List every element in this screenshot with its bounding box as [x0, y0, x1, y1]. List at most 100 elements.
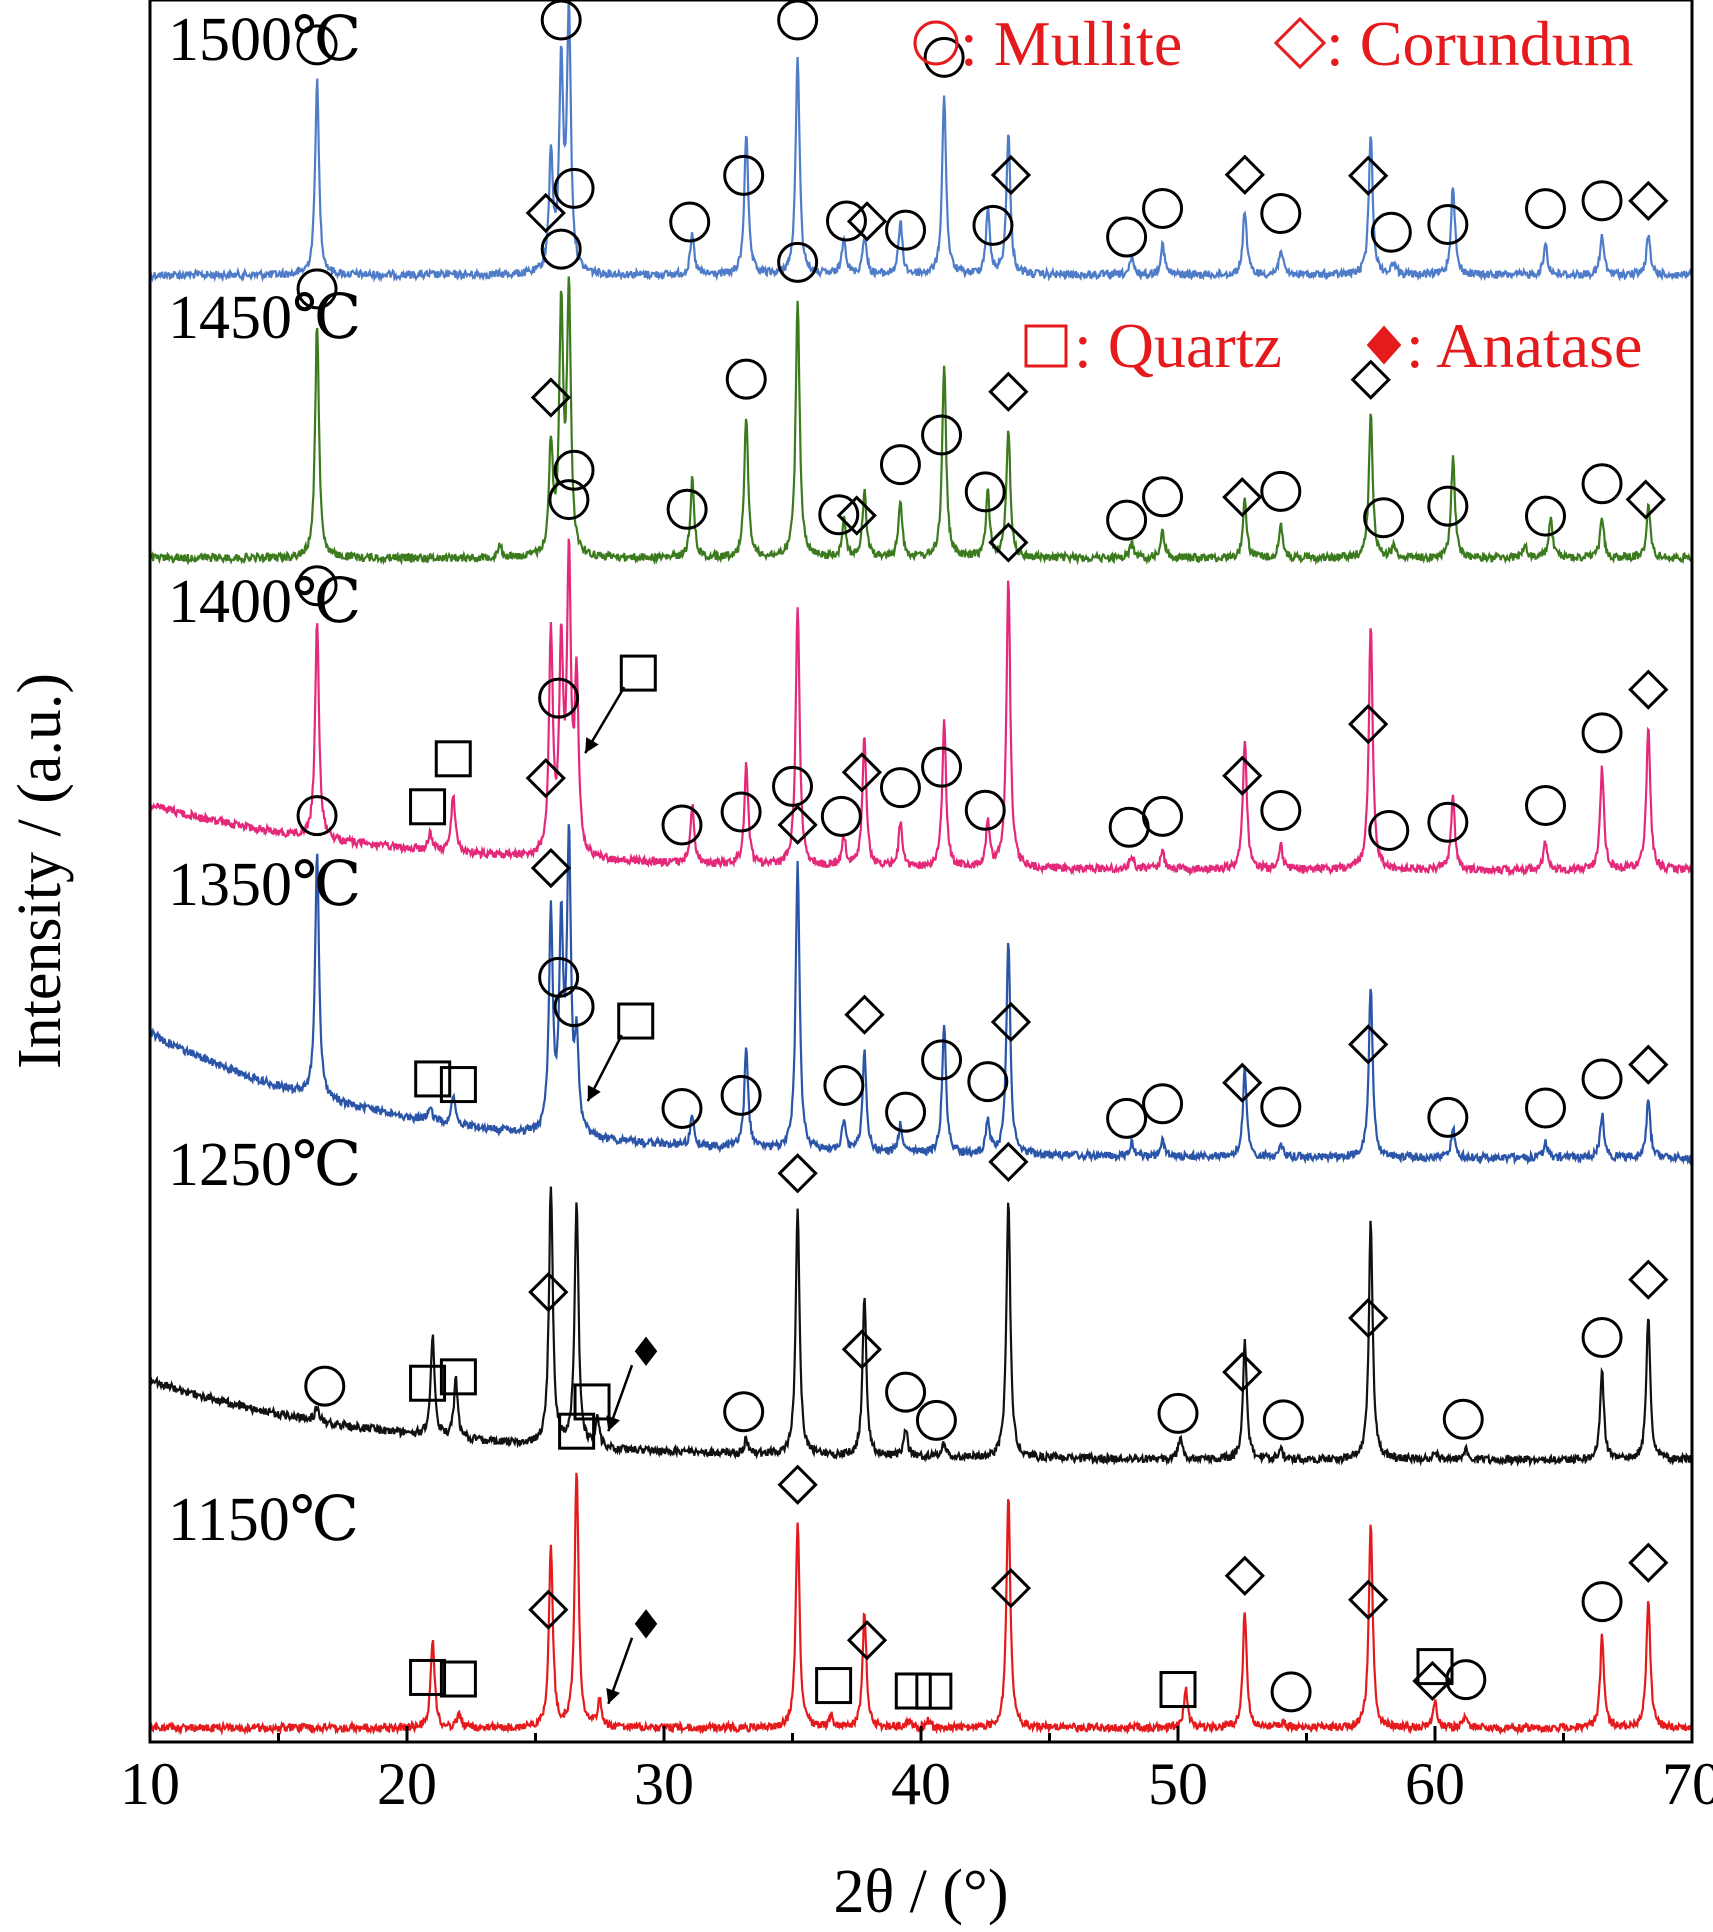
x-tick-label-6: 70 [1662, 1751, 1713, 1817]
diamond-marker-4-3 [528, 1271, 569, 1313]
temp-label-3: 1350℃ [168, 851, 361, 919]
circle-marker-2-12 [879, 767, 921, 809]
diamond-marker-3-20 [1348, 1024, 1389, 1065]
circle-marker-4-0 [304, 1365, 346, 1407]
circle-marker-3-5 [553, 986, 595, 1028]
x-tick-label-2: 30 [634, 1751, 694, 1817]
diamond-marker-1-18 [1350, 359, 1391, 400]
circle-marker-0-11 [972, 204, 1014, 246]
diamond-marker-2-15 [988, 522, 1029, 563]
square-marker-3-1 [414, 1060, 452, 1098]
diamond-marker-5-15 [1412, 1660, 1453, 1702]
x-tick-label-0: 10 [120, 1751, 180, 1817]
square-marker-4-2 [439, 1358, 477, 1396]
legend-mullite-label: : Mullite [960, 8, 1182, 79]
square-marker-5-0 [409, 1658, 447, 1696]
legend-quartz-label: : Quartz [1074, 310, 1282, 381]
circle-marker-1-4 [666, 488, 708, 530]
diamond-marker-4-15 [1348, 1297, 1389, 1339]
circle-marker-1-19 [1427, 485, 1469, 527]
circle-marker-3-13 [921, 1039, 963, 1081]
circle-marker-1-16 [1260, 470, 1302, 512]
circle-marker-0-18 [1370, 211, 1412, 253]
diamond-marker-3-11 [844, 994, 885, 1035]
circle-marker-1-0 [296, 268, 338, 310]
diamond-marker-5-12 [1224, 1555, 1265, 1596]
circle-marker-0-9 [885, 209, 927, 251]
circle-marker-0-19 [1427, 203, 1469, 245]
circle-marker-2-23 [1525, 784, 1567, 826]
diamond-marker-2-3 [525, 758, 566, 799]
series-layer [148, 0, 1693, 1736]
circle-marker-0-10 [923, 36, 965, 78]
square-marker-4-1 [409, 1364, 447, 1402]
circle-marker-3-19 [1260, 1086, 1302, 1128]
square-marker-5-11 [1159, 1671, 1197, 1709]
diamond-marker-3-24 [1628, 1044, 1669, 1085]
diamond-marker-4-8 [841, 1329, 883, 1370]
legend-square-icon [1024, 324, 1068, 368]
circle-marker-2-7 [661, 804, 703, 846]
circle-marker-3-14 [967, 1061, 1009, 1103]
circle-marker-1-14 [1142, 476, 1184, 518]
circle-marker-0-16 [1260, 193, 1302, 235]
series-line-4 [148, 1186, 1693, 1468]
diamond-marker-3-9 [777, 804, 818, 845]
x-tick-label-3: 40 [891, 1751, 951, 1817]
circle-marker-3-23 [1581, 1058, 1623, 1100]
diamond-marker-5-19 [1628, 1542, 1669, 1583]
diamond-marker-1-22 [1625, 479, 1666, 520]
diamond-marker-1-8 [836, 495, 877, 536]
circle-marker-5-13 [1270, 1671, 1312, 1713]
circle-marker-2-22 [1427, 801, 1469, 843]
diamond-marker-4-11 [988, 1141, 1029, 1183]
arrow-head-5-4 [606, 1687, 620, 1704]
diamond-marker-2-11 [841, 752, 883, 793]
circle-marker-2-10 [820, 795, 862, 837]
diamond-marker-0-22 [1628, 180, 1669, 221]
plot-frame [148, 0, 1694, 1744]
circle-marker-3-12 [885, 1091, 927, 1133]
diamond-marker-1-15 [1222, 477, 1263, 518]
circle-marker-3-16 [1106, 1097, 1148, 1139]
diamond-marker-2-25 [1628, 669, 1669, 710]
series-line-0 [148, 0, 1693, 283]
circle-marker-3-0 [296, 795, 338, 837]
circle-marker-2-5 [548, 479, 590, 521]
circle-marker-5-17 [1445, 1659, 1487, 1701]
temp-label-4: 1250℃ [168, 1131, 361, 1199]
circle-marker-2-13 [921, 746, 963, 788]
x-tick-label-4: 50 [1148, 1751, 1208, 1817]
legend-corundum-label: : Corundum [1326, 8, 1634, 79]
legend-filled-diamond-icon [1366, 325, 1402, 365]
diamond-marker-4-18 [1628, 1259, 1669, 1300]
diamond-marker-2-18 [1222, 755, 1263, 796]
legend: : Mullite : Corundum : Quartz : Anatase [913, 8, 1642, 381]
square-marker-2-6 [619, 654, 657, 692]
square-marker-3-2 [439, 1066, 477, 1104]
circle-marker-2-8 [720, 791, 762, 833]
diamond-marker-4-13 [1222, 1352, 1263, 1393]
diamond-marker-5-2 [528, 1589, 569, 1630]
square-marker-5-1 [439, 1660, 477, 1698]
diamond-marker-0-1 [525, 192, 566, 234]
arrow-head-4-5 [606, 1415, 620, 1432]
square-marker-2-1 [434, 740, 472, 778]
diamond-marker-5-14 [1348, 1579, 1389, 1620]
circle-marker-2-24 [1581, 712, 1623, 754]
temp-label-5: 1150℃ [168, 1486, 359, 1554]
square-marker-5-9 [915, 1672, 953, 1710]
x-tick-label-5: 60 [1405, 1751, 1465, 1817]
circle-marker-0-14 [1142, 188, 1184, 230]
diamond-marker-1-1 [530, 377, 572, 418]
circle-marker-1-9 [879, 444, 921, 486]
diamond-marker-3-3 [530, 847, 572, 889]
square-marker-5-6 [815, 1667, 853, 1705]
circle-marker-2-19 [1260, 790, 1302, 832]
x-axis-title: 2θ / (°) [833, 1858, 1008, 1926]
circle-marker-4-10 [915, 1399, 957, 1441]
circle-marker-4-14 [1262, 1399, 1304, 1441]
series-line-5 [149, 1472, 1693, 1736]
circle-marker-1-17 [1363, 497, 1405, 539]
